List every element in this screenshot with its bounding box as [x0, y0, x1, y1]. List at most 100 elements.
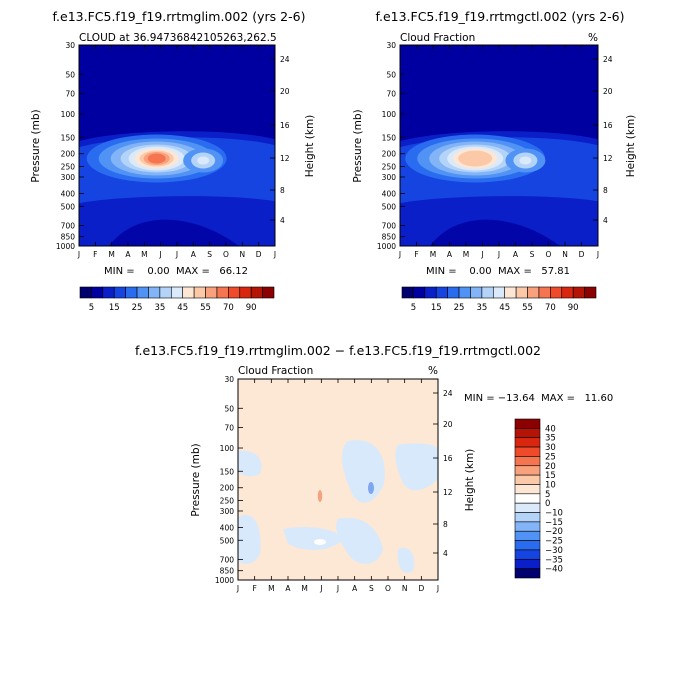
colorbar-swatch — [514, 530, 541, 541]
panel3-ylabel-right: Height (km) — [464, 449, 476, 512]
y-tick-label: 400 — [382, 189, 397, 198]
y-tick-label: 250 — [220, 497, 235, 506]
negative-patch — [395, 443, 438, 491]
colorbar-tick-label: −15 — [545, 518, 563, 528]
colorbar-tick-label: 55 — [522, 303, 533, 313]
colorbar-swatch — [148, 286, 161, 299]
x-tick-label: J — [497, 250, 500, 259]
panel1-title: f.e13.FC5.f19_f19.rrtmglim.002 (yrs 2-6) — [53, 9, 306, 24]
y-tick-label: 250 — [61, 163, 76, 172]
y-tick-label: 300 — [61, 173, 76, 182]
x-tick-label: J — [273, 250, 276, 259]
height-tick-label: 8 — [443, 520, 448, 529]
colorbar-tick-label: 5 — [411, 303, 416, 313]
x-tick-label: F — [93, 250, 97, 259]
colorbar-swatch — [514, 465, 541, 476]
panel3-title: f.e13.FC5.f19_f19.rrtmglim.002 − f.e13.F… — [135, 343, 541, 358]
negative-patch — [238, 450, 262, 477]
colorbar-swatch — [514, 493, 541, 504]
x-tick-label: A — [285, 584, 291, 593]
panel2-minmax: MIN = 0.00 MAX = 57.81 — [426, 266, 570, 277]
colorbar-swatch — [514, 521, 541, 532]
contour-level — [147, 153, 166, 164]
colorbar-swatch — [413, 286, 426, 299]
y-tick-label: 70 — [65, 90, 75, 99]
y-tick-label: 1000 — [56, 242, 75, 251]
panel3-ylabel: Pressure (mb) — [190, 443, 202, 516]
colorbar-tick-label: −40 — [545, 565, 563, 575]
y-tick-label: 200 — [382, 150, 397, 159]
colorbar-tick-label: 5 — [545, 490, 550, 500]
y-tick-label: 850 — [220, 567, 235, 576]
colorbar-swatch — [514, 512, 541, 523]
x-tick-label: O — [223, 250, 229, 259]
colorbar-tick-label: 90 — [568, 303, 579, 313]
colorbar-swatch — [205, 286, 218, 299]
y-tick-label: 1000 — [377, 242, 396, 251]
negative-spot — [368, 482, 374, 494]
colorbar-swatch — [514, 558, 541, 569]
panel2-ylabel-right: Height (km) — [625, 115, 637, 178]
y-tick-label: 150 — [61, 133, 76, 142]
colorbar-swatch — [514, 446, 541, 457]
y-tick-label: 500 — [61, 202, 76, 211]
panel2-title: f.e13.FC5.f19_f19.rrtmgctl.002 (yrs 2-6) — [375, 9, 624, 24]
panel1-minmax: MIN = 0.00 MAX = 66.12 — [104, 266, 248, 277]
positive-spot — [317, 490, 323, 502]
contour-level — [519, 156, 532, 165]
x-tick-label: M — [463, 250, 469, 259]
x-tick-label: J — [236, 584, 239, 593]
panel1-ylabel: Pressure (mb) — [30, 109, 42, 182]
colorbar-swatch — [91, 286, 104, 299]
colorbar-tick-label: 25 — [545, 452, 556, 462]
colorbar-swatch — [470, 286, 483, 299]
colorbar-swatch — [79, 286, 92, 299]
colorbar-swatch — [228, 286, 241, 299]
colorbar-swatch — [182, 286, 195, 299]
colorbar-swatch — [492, 286, 506, 299]
colorbar-swatch — [550, 286, 563, 299]
y-tick-label: 30 — [386, 41, 396, 50]
x-tick-label: J — [319, 584, 322, 593]
plot-area — [238, 379, 438, 580]
height-tick-label: 12 — [443, 488, 453, 497]
colorbar-swatch — [538, 286, 551, 299]
panel2-ylabel: Pressure (mb) — [352, 109, 364, 182]
negative-patch — [238, 514, 261, 564]
y-tick-label: 100 — [61, 110, 76, 119]
y-tick-label: 700 — [382, 222, 397, 231]
x-tick-label: N — [402, 584, 408, 593]
y-tick-label: 850 — [382, 233, 397, 242]
height-tick-label: 4 — [443, 549, 448, 558]
colorbar-tick-label: 70 — [223, 303, 234, 313]
colorbar-tick-label: 55 — [200, 303, 211, 313]
panel3-units: % — [428, 365, 438, 377]
y-tick-label: 30 — [65, 41, 75, 50]
colorbar-tick-label: 70 — [545, 303, 556, 313]
colorbar-swatch — [401, 286, 414, 299]
y-tick-label: 150 — [382, 133, 397, 142]
negative-patch — [342, 440, 385, 503]
x-tick-label: O — [385, 584, 391, 593]
colorbar-swatch — [458, 286, 471, 299]
colorbar-tick-label: 90 — [246, 303, 257, 313]
x-tick-label: S — [369, 584, 374, 593]
colorbar-swatch — [170, 286, 184, 299]
y-tick-label: 400 — [220, 523, 235, 532]
colorbar-swatch — [514, 474, 541, 485]
height-tick-label: 8 — [603, 186, 608, 195]
colorbar-tick-label: 15 — [545, 471, 556, 481]
x-tick-label: S — [207, 250, 212, 259]
colorbar-tick-label: −25 — [545, 537, 563, 547]
height-tick-label: 4 — [280, 216, 285, 225]
y-tick-label: 250 — [382, 163, 397, 172]
x-tick-label: A — [447, 250, 453, 259]
colorbar-tick-label: −35 — [545, 555, 563, 565]
x-tick-label: D — [579, 250, 585, 259]
colorbar-swatch — [561, 286, 574, 299]
height-tick-label: 20 — [443, 420, 453, 429]
colorbar-tick-label: 45 — [499, 303, 510, 313]
